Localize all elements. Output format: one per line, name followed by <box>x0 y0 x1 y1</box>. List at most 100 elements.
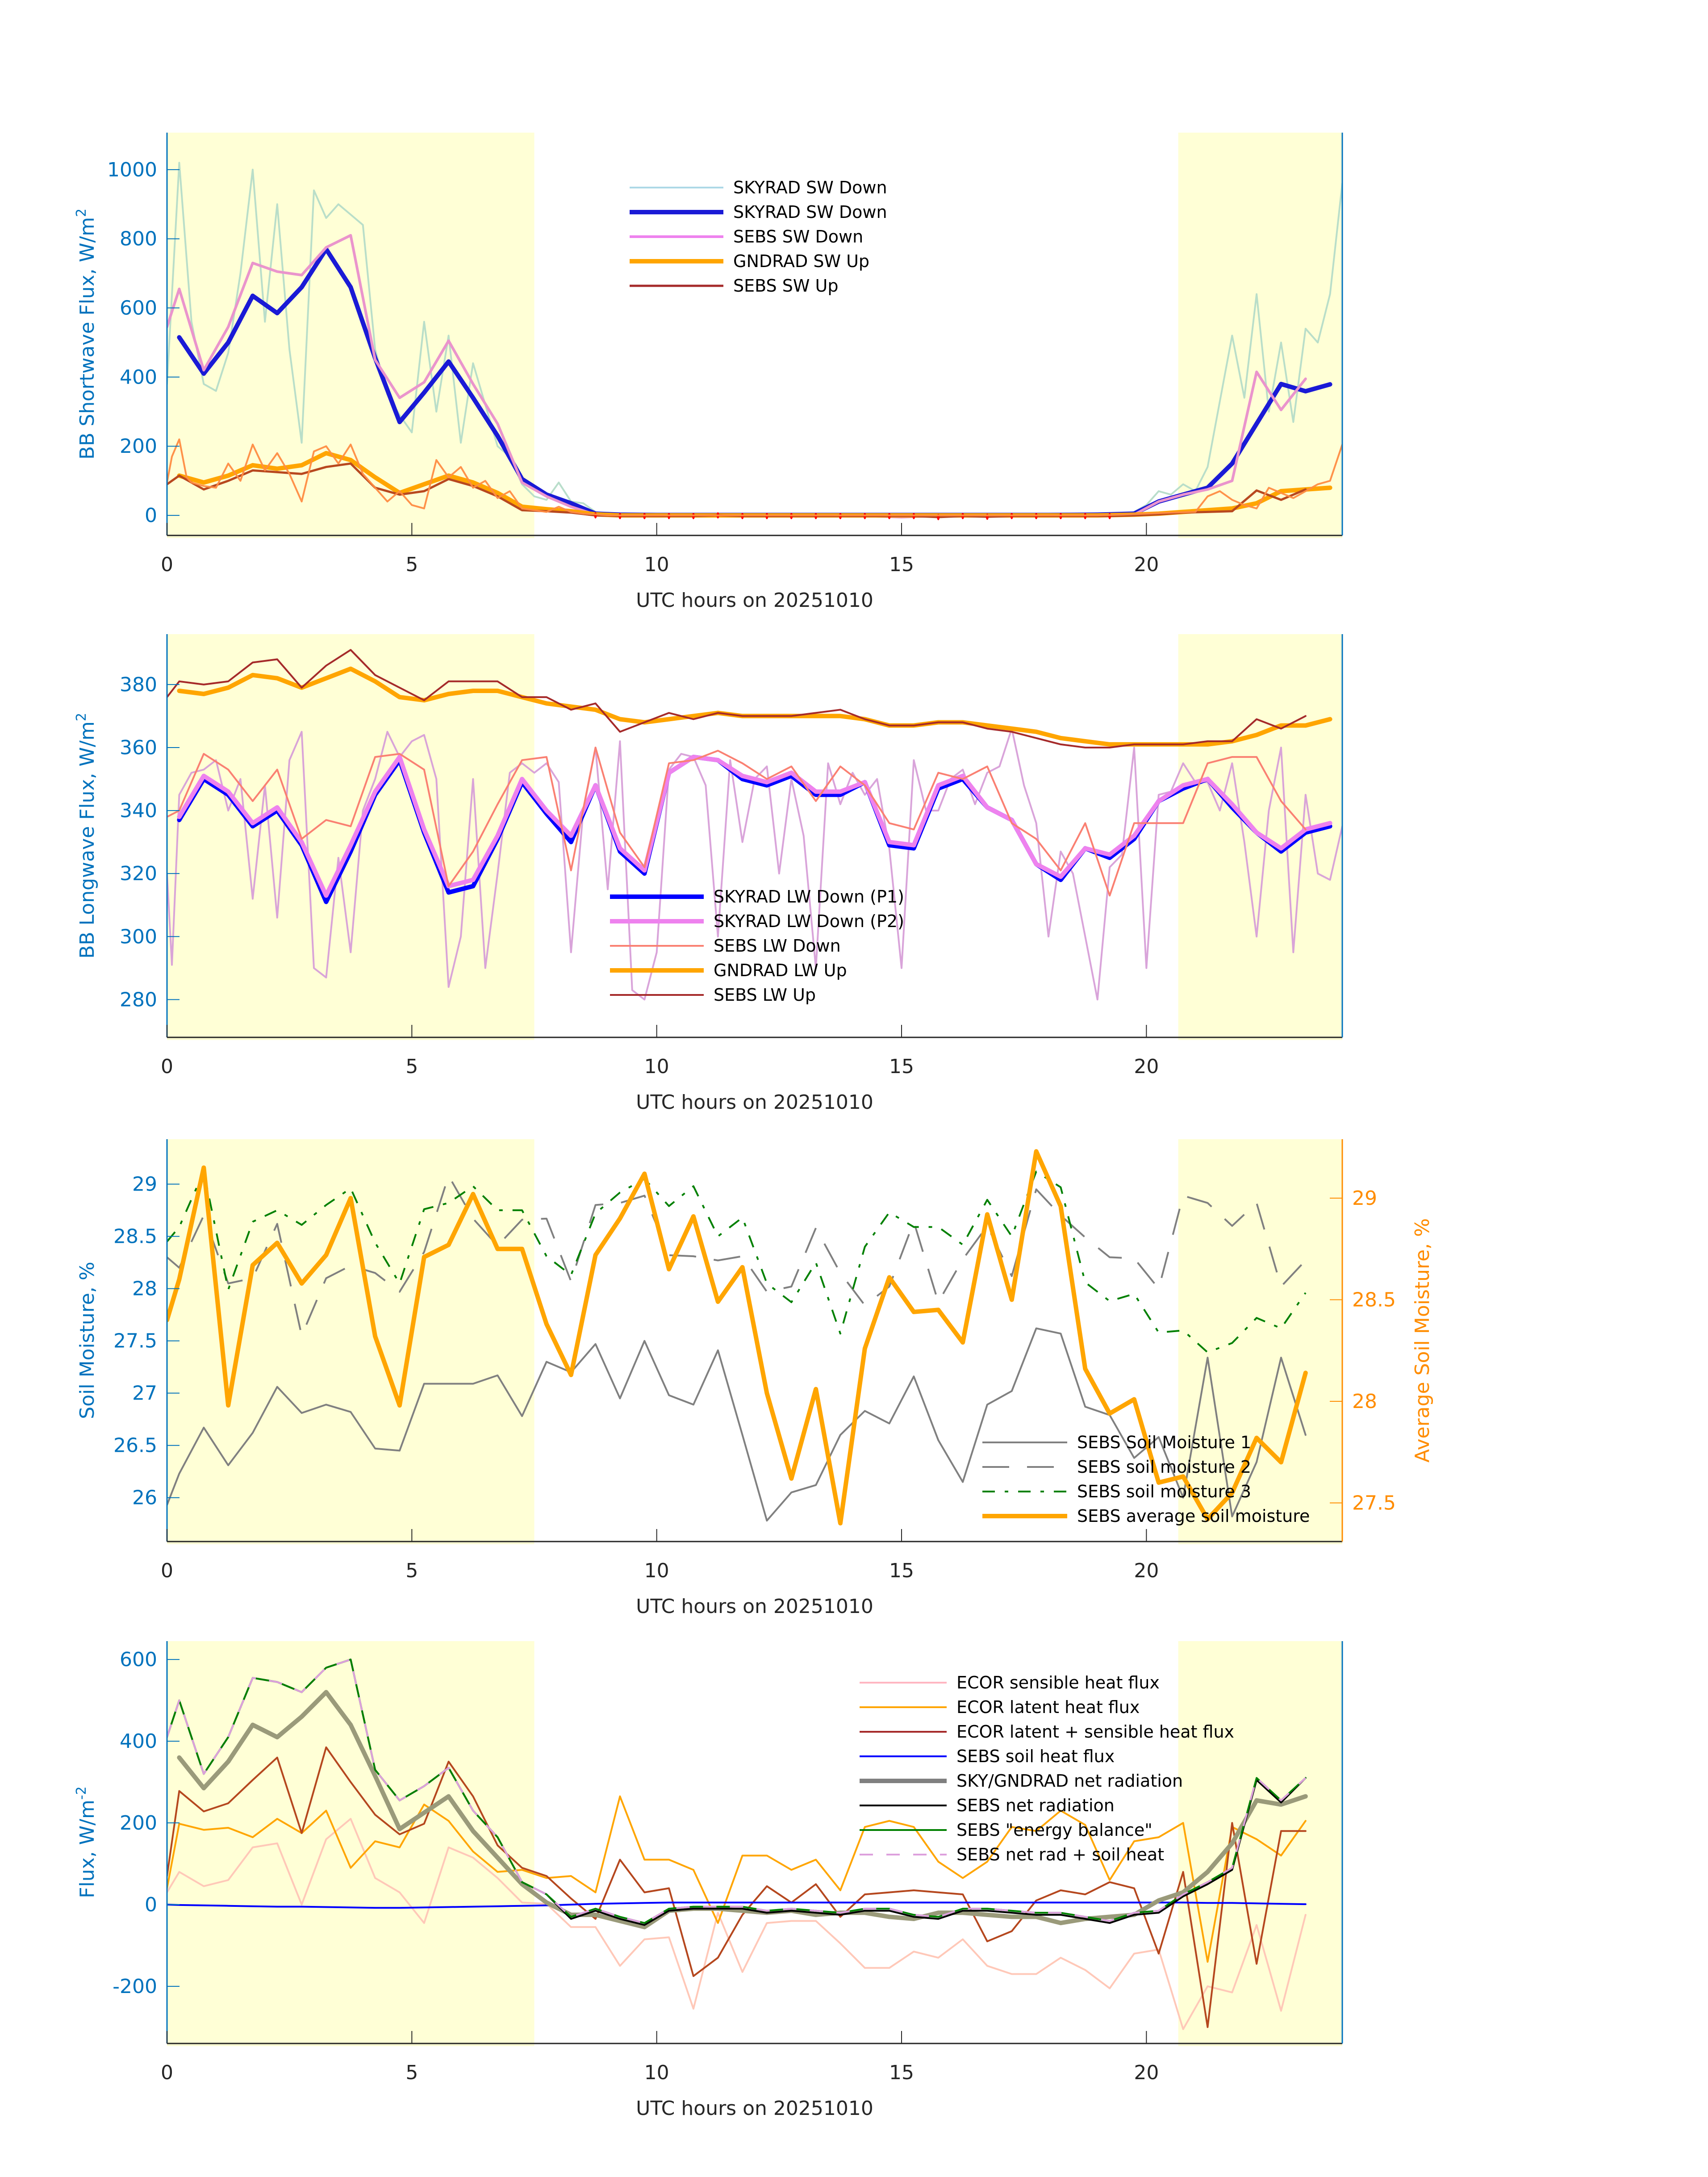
series-sebs-lw-up-line <box>167 649 1307 748</box>
x-axis-title-panel-3: UTC hours on 20251010 <box>636 1595 873 1618</box>
x-tick-label: 0 <box>161 1559 173 1582</box>
night-shading-band <box>167 133 535 538</box>
legend-label: SEBS soil moisture 3 <box>1077 1482 1251 1501</box>
legend: SKYRAD LW Down (P1) SKYRAD LW Down (P2) SE… <box>610 887 904 1005</box>
legend-label: SEBS average soil moisture <box>1077 1506 1310 1526</box>
y2-tick-label: 28.5 <box>1352 1288 1396 1311</box>
x-tick-label: 10 <box>644 1559 669 1582</box>
y-tick-label: 29 <box>132 1173 157 1196</box>
y-tick-label: 0 <box>145 504 157 527</box>
x-tick-label: 0 <box>161 553 173 576</box>
legend-item-skyrad-lw-down-p1[interactable]: SKYRAD LW Down (P1) <box>610 887 904 907</box>
x-tick-label: 15 <box>889 1055 914 1078</box>
y-tick-label: 600 <box>120 1648 157 1671</box>
y-tick-label: 26 <box>132 1487 157 1509</box>
legend: SKYRAD SW Down SKYRAD SW Down SEBS SW Down… <box>630 178 887 296</box>
legend-item-sebs-soil-moisture-1[interactable]: SEBS Soil Moisture 1 <box>982 1433 1251 1452</box>
series-sebs-average-soil-moisture-line <box>167 1149 1308 1525</box>
y-axis-title-panel-4: Flux, W/m-2 <box>74 1786 99 1898</box>
legend-label: SEBS soil heat flux <box>956 1747 1115 1766</box>
legend-item-skyrad-sw-down[interactable]: SKYRAD SW Down <box>630 202 887 222</box>
y-tick-label: 200 <box>120 1812 157 1834</box>
legend-label: ECOR sensible heat flux <box>956 1673 1160 1692</box>
legend-item-sebs-net-rad-soil-heat[interactable]: SEBS net rad + soil heat <box>860 1845 1164 1864</box>
series-gndrad-sw-up-raw-line <box>167 438 1342 517</box>
legend-item-ecor-latent-sensible-heat-flux[interactable]: ECOR latent + sensible heat flux <box>860 1722 1234 1742</box>
legend-label: GNDRAD LW Up <box>714 961 847 980</box>
x-tick-label: 10 <box>644 553 669 576</box>
x-axis-title-panel-2: UTC hours on 20251010 <box>636 1091 873 1114</box>
y2-tick-label: 29 <box>1352 1187 1377 1210</box>
series-skyrad-lw-down-raw-line <box>167 727 1342 1001</box>
y-tick-label: 300 <box>120 925 157 948</box>
legend-label: SEBS soil moisture 2 <box>1077 1457 1251 1477</box>
y2-axis-title-panel-3: Average Soil Moisture, % <box>1411 1218 1434 1462</box>
y-tick-label: 600 <box>120 297 157 320</box>
legend-item-sebs-soil-heat-flux[interactable]: SEBS soil heat flux <box>860 1747 1115 1766</box>
series-sebs-soil-heat-flux-line <box>167 1901 1307 1909</box>
legend-item-skyrad-sw-down[interactable]: SKYRAD SW Down <box>630 178 887 197</box>
legend-label: ECOR latent heat flux <box>956 1697 1140 1717</box>
legend-item-sebs-energy-balance[interactable]: SEBS "energy balance" <box>860 1820 1153 1840</box>
y-tick-label: 26.5 <box>113 1434 157 1457</box>
legend-item-sebs-net-radiation[interactable]: SEBS net radiation <box>860 1796 1115 1815</box>
x-tick-label: 5 <box>405 1055 418 1078</box>
legend-item-sebs-lw-up[interactable]: SEBS LW Up <box>610 985 816 1005</box>
legend-item-ecor-sensible-heat-flux[interactable]: ECOR sensible heat flux <box>860 1673 1160 1692</box>
legend-item-sebs-sw-up[interactable]: SEBS SW Up <box>630 276 838 296</box>
legend-label: SEBS Soil Moisture 1 <box>1077 1433 1251 1452</box>
legend: SEBS Soil Moisture 1 SEBS soil moisture 2… <box>982 1433 1310 1526</box>
y-tick-label: 28.5 <box>113 1225 157 1248</box>
series-skyrad-lw-down-p2-line <box>177 755 1332 898</box>
x-tick-label: 20 <box>1134 1559 1159 1582</box>
legend-item-sebs-sw-down[interactable]: SEBS SW Down <box>630 227 863 247</box>
series-sebs-soil-moisture-2-line <box>167 1174 1307 1337</box>
y-tick-label: 400 <box>120 1730 157 1753</box>
y-axis-title-panel-3: Soil Moisture, % <box>76 1262 99 1419</box>
legend-item-sebs-lw-down[interactable]: SEBS LW Down <box>610 936 841 956</box>
legend-item-sebs-average-soil-moisture[interactable]: SEBS average soil moisture <box>982 1506 1310 1526</box>
legend-label: SEBS net radiation <box>956 1796 1115 1815</box>
series-sebs-soil-moisture-3-line <box>167 1170 1307 1354</box>
night-shading-band <box>167 1641 535 2046</box>
data-point-marker <box>1108 513 1111 519</box>
y-axis-title-main: BB Shortwave Flux, W/m <box>76 217 99 460</box>
series-sebs-soil-moisture-1-line <box>167 1327 1307 1522</box>
series-group <box>167 162 1342 520</box>
series-ecor-latent-heat-flux-line <box>167 1795 1307 1963</box>
x-tick-label: 15 <box>889 1559 914 1582</box>
night-shading-band <box>1178 1641 1342 2046</box>
y-tick-label: 1000 <box>107 159 157 181</box>
x-tick-label: 20 <box>1134 553 1159 576</box>
y-axis-title-panel-2: BB Longwave Flux, W/m2 <box>74 713 99 959</box>
data-point-marker <box>594 512 597 519</box>
y-tick-label: 200 <box>120 435 157 458</box>
x-tick-label: 5 <box>405 553 418 576</box>
y-tick-label: 27.5 <box>113 1330 157 1353</box>
legend-item-sky-gndrad-net-radiation[interactable]: SKY/GNDRAD net radiation <box>860 1771 1183 1791</box>
night-shading-band <box>1178 1139 1342 1544</box>
night-shading-band <box>167 634 535 1040</box>
y-tick-label: 800 <box>120 228 157 251</box>
y-tick-label: 340 <box>120 799 157 822</box>
legend-item-ecor-latent-heat-flux[interactable]: ECOR latent heat flux <box>860 1697 1140 1717</box>
y-axis-title-main: Flux, W/m <box>76 1800 99 1898</box>
y-tick-label: 280 <box>120 988 157 1011</box>
series-group <box>167 649 1342 1001</box>
series-sebs-net-rad-soil-heat-line <box>167 1659 1307 1924</box>
legend-label: SEBS net rad + soil heat <box>956 1845 1164 1864</box>
legend-item-skyrad-lw-down-p2[interactable]: SKYRAD LW Down (P2) <box>610 911 904 931</box>
y-tick-label: 28 <box>132 1278 157 1300</box>
legend-item-gndrad-lw-up[interactable]: GNDRAD LW Up <box>610 961 847 980</box>
legend-label: SKYRAD LW Down (P1) <box>714 887 904 907</box>
legend-label: SKYRAD SW Down <box>733 178 887 197</box>
panel-2: 0 5 10 15 20 280 300 320 340 360 380 SKYRAD LW Down… <box>120 634 1343 1078</box>
x-tick-label: 5 <box>405 1559 418 1582</box>
legend-label: ECOR latent + sensible heat flux <box>956 1722 1234 1742</box>
legend-item-gndrad-sw-up[interactable]: GNDRAD SW Up <box>630 251 869 271</box>
x-tick-label: 10 <box>644 2061 669 2084</box>
legend-item-sebs-soil-moisture-2[interactable]: SEBS soil moisture 2 <box>982 1457 1251 1477</box>
x-tick-label: 0 <box>161 1055 173 1078</box>
legend-item-sebs-soil-moisture-3[interactable]: SEBS soil moisture 3 <box>982 1482 1251 1501</box>
